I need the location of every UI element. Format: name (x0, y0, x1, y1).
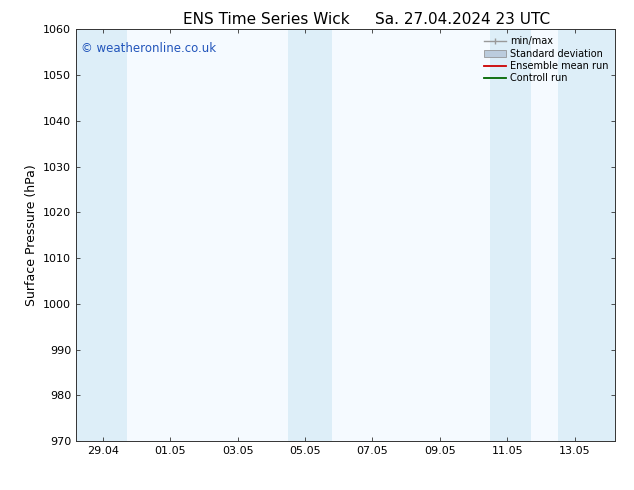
Y-axis label: Surface Pressure (hPa): Surface Pressure (hPa) (25, 164, 37, 306)
Bar (288, 29, 332, 441)
Bar (558, 29, 615, 441)
Legend: min/max, Standard deviation, Ensemble mean run, Controll run: min/max, Standard deviation, Ensemble me… (482, 34, 610, 85)
Text: © weatheronline.co.uk: © weatheronline.co.uk (81, 42, 217, 55)
Text: ENS Time Series Wick: ENS Time Series Wick (183, 12, 349, 27)
Bar (490, 29, 531, 441)
Bar (76, 29, 127, 441)
Text: Sa. 27.04.2024 23 UTC: Sa. 27.04.2024 23 UTC (375, 12, 550, 27)
